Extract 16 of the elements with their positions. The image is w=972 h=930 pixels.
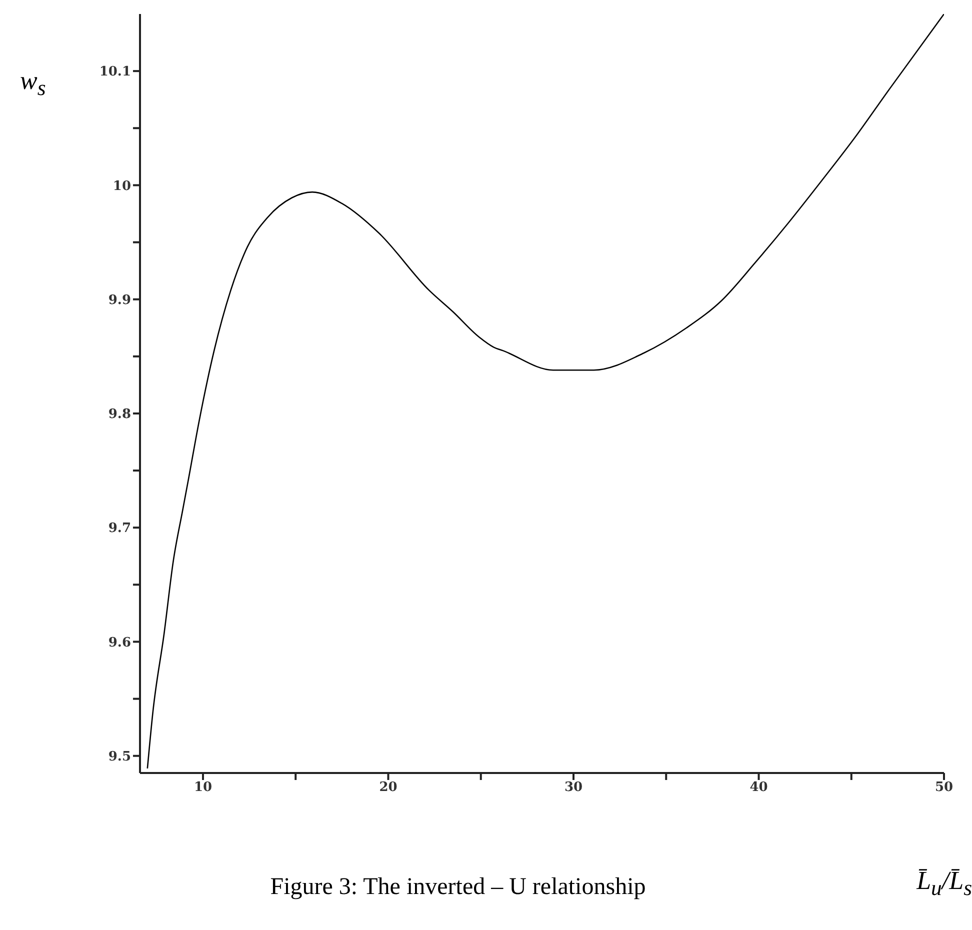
y-tick-label: 10 xyxy=(112,178,131,194)
x-tick-label: 20 xyxy=(379,780,398,796)
line-series xyxy=(146,14,944,770)
y-tick-label: 9.5 xyxy=(108,749,131,764)
y-tick-label: 9.9 xyxy=(108,292,131,308)
x-tick-label: 50 xyxy=(934,780,954,796)
y-tick-label: 10.1 xyxy=(99,64,131,80)
y-tick-label: 9.8 xyxy=(108,407,131,422)
y-tick-label: 9.7 xyxy=(108,521,131,536)
x-tick-label: 10 xyxy=(194,780,212,796)
x-tick-label: 40 xyxy=(750,780,768,796)
x-axis-title: L̄$_{u}$/L̄$_{s}$ xyxy=(916,866,972,902)
x-tick-label: 30 xyxy=(564,780,583,796)
y-tick-label: 9.6 xyxy=(108,635,131,650)
y-axis-title: w$_{s}$ xyxy=(20,66,46,102)
text: Figure 3: The inverted – U relationship xyxy=(269,874,647,901)
